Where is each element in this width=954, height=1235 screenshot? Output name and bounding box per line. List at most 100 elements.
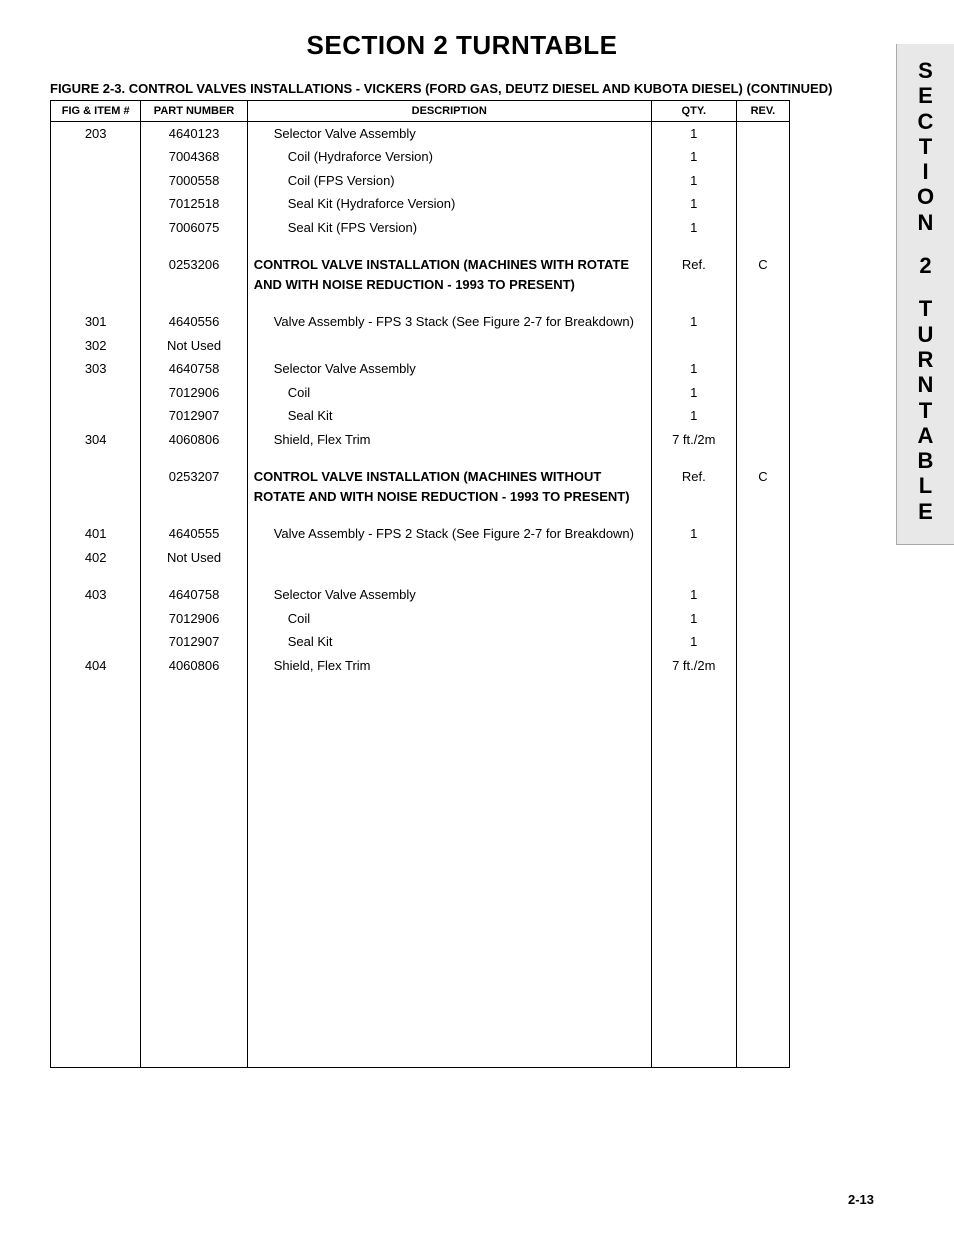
cell-rev [736,310,789,334]
cell-description: Selector Valve Assembly [247,357,651,381]
cell-description: CONTROL VALVE INSTALLATION (MACHINES WIT… [247,465,651,508]
cell-qty: 1 [651,192,736,216]
cell-description: Coil [247,607,651,631]
side-tab-letter: T [897,398,954,423]
cell-part-number: 4060806 [141,654,247,678]
table-row: 4044060806Shield, Flex Trim7 ft./2m [51,654,790,678]
cell-fig-item [51,253,141,296]
cell-fig-item: 302 [51,334,141,358]
cell-qty [651,334,736,358]
cell-part-number: 4640555 [141,522,247,546]
cell-fig-item: 301 [51,310,141,334]
cell-fig-item: 303 [51,357,141,381]
cell-rev: C [736,465,789,508]
cell-description: Selector Valve Assembly [247,583,651,607]
cell-part-number: Not Used [141,334,247,358]
cell-fig-item [51,630,141,654]
table-body: 2034640123Selector Valve Assembly1700436… [51,121,790,1067]
side-tab-letter: E [897,499,954,524]
cell-fig-item [51,169,141,193]
cell-fig-item [51,465,141,508]
cell-rev [736,546,789,570]
side-tab-letter: U [897,322,954,347]
cell-description: Coil [247,381,651,405]
cell-fig-item: 401 [51,522,141,546]
table-row: 302Not Used [51,334,790,358]
cell-qty: 1 [651,607,736,631]
cell-rev [736,121,789,145]
cell-part-number: 7012907 [141,404,247,428]
cell-qty: 1 [651,583,736,607]
header-rev: REV. [736,100,789,121]
side-tab-letter: R [897,347,954,372]
side-tab-letter: A [897,423,954,448]
side-tab-letter: S [897,58,954,83]
cell-part-number: 4640758 [141,357,247,381]
header-fig-item: FIG & ITEM # [51,100,141,121]
cell-rev [736,630,789,654]
cell-part-number: 7004368 [141,145,247,169]
side-tab-letter: N [897,372,954,397]
cell-rev [736,607,789,631]
cell-rev [736,334,789,358]
cell-rev [736,404,789,428]
cell-description: Shield, Flex Trim [247,428,651,452]
cell-description: Seal Kit [247,630,651,654]
cell-part-number: 0253207 [141,465,247,508]
cell-qty: 1 [651,522,736,546]
table-row: 0253206CONTROL VALVE INSTALLATION (MACHI… [51,253,790,296]
side-tab-letter: T [897,134,954,159]
cell-part-number: 7012518 [141,192,247,216]
cell-fig-item: 304 [51,428,141,452]
cell-rev [736,145,789,169]
header-part-number: PART NUMBER [141,100,247,121]
cell-fig-item [51,192,141,216]
table-row: 0253207CONTROL VALVE INSTALLATION (MACHI… [51,465,790,508]
cell-qty: 1 [651,145,736,169]
cell-part-number: 4640556 [141,310,247,334]
table-row: 7006075Seal Kit (FPS Version)1 [51,216,790,240]
cell-description: Coil (Hydraforce Version) [247,145,651,169]
page-number: 2-13 [848,1192,874,1207]
cell-description: Valve Assembly - FPS 2 Stack (See Figure… [247,522,651,546]
cell-part-number: 7012906 [141,607,247,631]
cell-part-number: 0253206 [141,253,247,296]
cell-fig-item [51,145,141,169]
cell-qty: 1 [651,121,736,145]
cell-qty: 1 [651,630,736,654]
cell-part-number: 7000558 [141,169,247,193]
cell-qty: 1 [651,169,736,193]
cell-description: Selector Valve Assembly [247,121,651,145]
cell-qty: 1 [651,216,736,240]
cell-fig-item [51,404,141,428]
side-tab-letter: C [897,109,954,134]
cell-rev [736,216,789,240]
cell-qty: 7 ft./2m [651,654,736,678]
table-row: 4014640555Valve Assembly - FPS 2 Stack (… [51,522,790,546]
cell-qty: Ref. [651,465,736,508]
cell-qty: 1 [651,357,736,381]
figure-caption: FIGURE 2-3. CONTROL VALVES INSTALLATIONS… [50,81,914,98]
side-tab-letter: E [897,83,954,108]
table-row [51,508,790,522]
parts-table: FIG & ITEM # PART NUMBER DESCRIPTION QTY… [50,100,790,1068]
cell-rev [736,169,789,193]
cell-fig-item [51,381,141,405]
table-row: 7012906Coil1 [51,607,790,631]
cell-part-number: 7012907 [141,630,247,654]
side-tab: SECTION2TURNTABLE [896,44,954,545]
cell-description: Valve Assembly - FPS 3 Stack (See Figure… [247,310,651,334]
cell-part-number: 7012906 [141,381,247,405]
table-row: 7012906Coil1 [51,381,790,405]
cell-description: Seal Kit [247,404,651,428]
cell-description [247,334,651,358]
table-row [51,569,790,583]
cell-description: CONTROL VALVE INSTALLATION (MACHINES WIT… [247,253,651,296]
cell-qty: 1 [651,310,736,334]
side-tab-letter: T [897,296,954,321]
cell-rev [736,192,789,216]
side-tab-letter: N [897,210,954,235]
cell-part-number: 7006075 [141,216,247,240]
table-row: 3014640556Valve Assembly - FPS 3 Stack (… [51,310,790,334]
table-row: 402Not Used [51,546,790,570]
